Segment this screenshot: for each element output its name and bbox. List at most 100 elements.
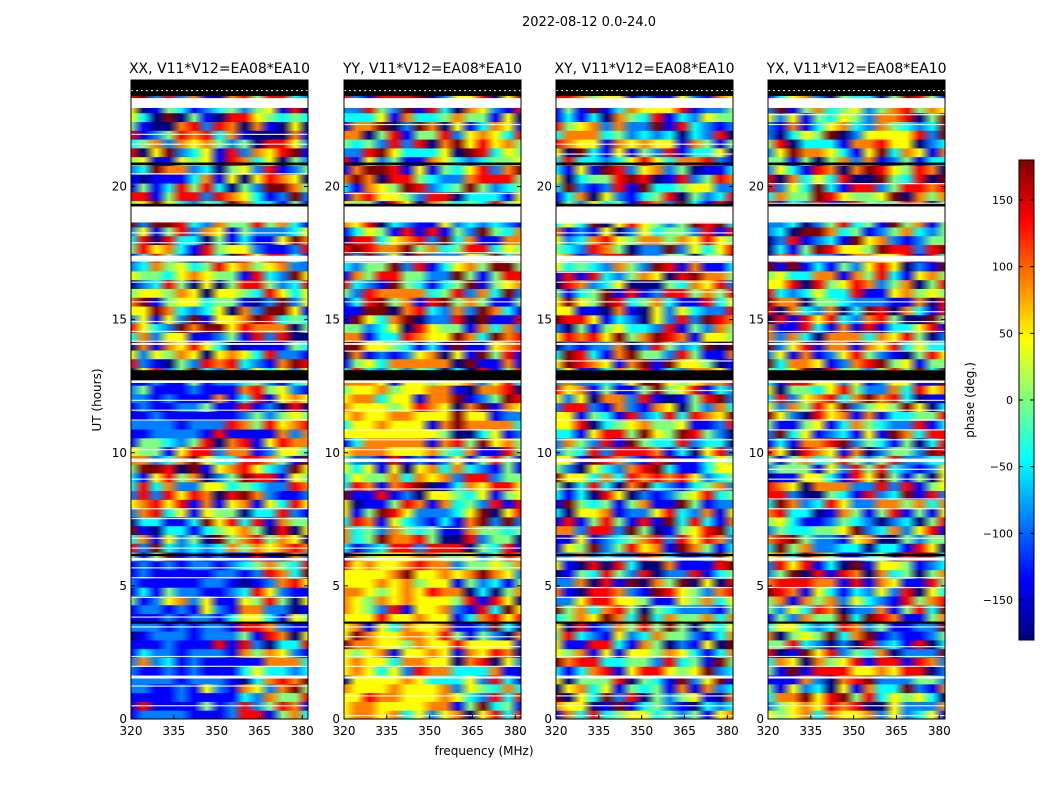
y-tick-label: 10 — [537, 446, 552, 460]
heatmap-band — [344, 631, 521, 641]
figure-title: 2022-08-12 0.0-24.0 — [522, 15, 656, 30]
heatmap-band — [556, 323, 733, 333]
flag-stripe — [768, 715, 945, 717]
heatmap-band — [344, 701, 521, 711]
flag-stripe — [131, 616, 308, 618]
colorbar-tick-label: 50 — [999, 327, 1013, 340]
heatmap-band — [556, 543, 733, 553]
flagged-gap — [131, 343, 308, 345]
flagged-gap — [131, 676, 308, 679]
colorbar-tick-label: 0 — [1006, 394, 1013, 407]
flag-stripe — [131, 143, 308, 145]
flag-stripe — [556, 596, 733, 598]
heatmap-band — [768, 393, 945, 404]
blank-band — [556, 370, 733, 381]
y-tick-label: 5 — [756, 579, 764, 593]
heatmap-band — [768, 279, 945, 289]
flagged-gap — [556, 98, 733, 108]
x-tick-label: 320 — [333, 724, 356, 738]
blank-band — [768, 370, 945, 381]
heatmap-band — [768, 710, 945, 719]
heatmap-band — [131, 112, 308, 123]
heatmap-band — [768, 692, 945, 702]
flagged-gap — [344, 343, 521, 345]
flag-stripe — [768, 409, 945, 411]
x-tick-label: 320 — [120, 724, 143, 738]
flag-stripe — [556, 478, 733, 480]
flag-stripe — [768, 419, 945, 421]
heatmap-band — [344, 358, 521, 369]
heatmap-band — [131, 279, 308, 289]
flag-stripe — [556, 537, 733, 539]
flag-stripe — [344, 626, 521, 628]
heatmap-band — [556, 420, 733, 430]
flagged-gap — [556, 255, 733, 262]
flag-stripe — [556, 606, 733, 608]
flagged-gap — [768, 458, 945, 463]
heatmap-band — [556, 402, 733, 412]
heatmap-band — [768, 130, 945, 140]
blank-band — [768, 621, 945, 624]
x-tick-label: 320 — [757, 724, 780, 738]
flag-stripe — [344, 636, 521, 638]
colorbar: 150 100 50 0 −50 −100 −150 — [983, 159, 1035, 641]
x-tick-label: 350 — [630, 724, 653, 738]
flagged-gap — [768, 676, 945, 679]
flag-stripe — [131, 173, 308, 175]
flag-stripe — [131, 517, 308, 520]
x-tick-label: 335 — [375, 724, 398, 738]
flagged-gap — [556, 557, 733, 561]
heatmap-band — [131, 341, 308, 351]
heatmap-band — [556, 174, 733, 184]
panel-title: XX, V11*V12=EA08*EA10 — [129, 61, 310, 77]
blank-band — [768, 162, 945, 166]
heatmap-band — [131, 323, 308, 333]
flagged-gap — [131, 458, 308, 463]
blank-band — [768, 203, 945, 207]
heatmap-band — [344, 560, 521, 571]
heatmap-band — [344, 147, 521, 158]
panel-title: YY, V11*V12=EA08*EA10 — [342, 61, 522, 77]
heatmap-band — [556, 332, 733, 342]
flag-stripe — [556, 449, 733, 451]
heatmap-band — [768, 349, 945, 360]
flagged-gap — [131, 557, 308, 561]
heatmap-band — [131, 464, 308, 474]
flag-stripe — [768, 606, 945, 608]
heatmap-band — [768, 156, 945, 166]
flag-stripe — [768, 478, 945, 480]
x-tick-label: 365 — [673, 724, 696, 738]
heatmap-band — [344, 314, 521, 325]
flag-stripe — [344, 409, 521, 411]
heatmap-band — [344, 683, 521, 694]
flag-stripe — [556, 153, 733, 155]
flag-stripe — [131, 685, 308, 687]
flagged-gap — [344, 557, 521, 561]
heatmap-band — [768, 613, 945, 623]
flag-stripe — [131, 665, 308, 667]
blank-band — [344, 203, 521, 207]
heatmap-band — [556, 464, 733, 474]
heatmap-band — [344, 174, 521, 184]
y-tick-label: 15 — [537, 313, 552, 327]
flag-stripe — [556, 291, 733, 293]
heatmap-band — [768, 139, 945, 149]
heatmap-band — [556, 675, 733, 685]
heatmap-band — [131, 604, 308, 615]
y-tick-label: 15 — [112, 313, 127, 327]
heatmap-band — [768, 675, 945, 685]
flag-stripe — [131, 547, 308, 549]
y-tick-label: 0 — [756, 712, 764, 726]
heatmap-band — [556, 516, 733, 527]
flag-stripe — [768, 123, 945, 126]
flag-stripe — [131, 577, 308, 579]
panel-yy: YY, V11*V12=EA08*EA10 320 335 350 365 380 0 5 10… — [325, 61, 527, 738]
y-tick-label: 20 — [537, 180, 552, 194]
heatmap-band — [344, 710, 521, 719]
y-tick-label: 0 — [332, 712, 340, 726]
heatmap-band — [768, 147, 945, 158]
flag-stripe — [344, 655, 521, 658]
flag-stripe — [768, 655, 945, 658]
flag-stripe — [768, 114, 945, 116]
heatmap-band — [556, 490, 733, 500]
